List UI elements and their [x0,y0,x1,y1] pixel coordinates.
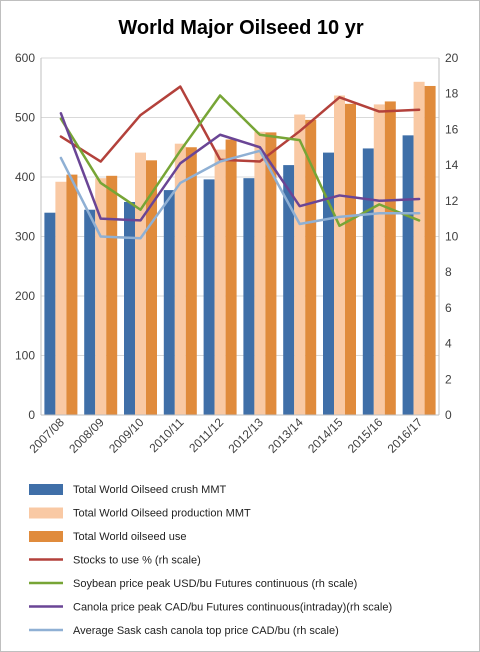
bar [225,139,237,415]
bar [95,178,107,415]
y2-tick-label: 10 [445,230,459,244]
y2-tick-label: 20 [445,51,459,65]
x-tick-label: 2010/11 [146,415,186,455]
series-line [59,85,421,163]
bar [402,135,414,415]
y-tick-label: 100 [15,349,35,363]
bar [185,147,197,415]
bars [44,81,436,416]
bar [243,178,255,415]
bar [362,148,374,415]
bar [334,95,345,416]
bar [135,152,146,416]
bar [384,101,396,415]
bar [44,212,56,415]
y-tick-label: 0 [28,408,35,422]
legend-label: Average Sask cash canola top price CAD/b… [73,625,339,637]
bar [305,119,317,415]
legend-label: Soybean price peak USD/bu Futures contin… [73,578,357,590]
bar [66,174,78,415]
series-line [59,112,421,222]
bar [146,160,157,415]
bar [106,175,118,415]
legend-swatch [29,507,63,519]
chart-title: World Major Oilseed 10 yr [118,17,363,39]
x-tick-label: 2014/15 [305,415,346,456]
x-tick-label: 2013/14 [265,415,306,456]
y2-tick-label: 8 [445,265,452,279]
y-tick-label: 200 [15,289,35,303]
bar [424,85,436,415]
legend-swatch [29,531,63,542]
y-tick-label: 300 [15,230,35,244]
bar [214,149,226,415]
bar [124,201,135,415]
x-tick-label: 2012/13 [225,415,266,456]
bar [283,165,295,415]
y-tick-label: 500 [15,111,35,125]
y2-tick-label: 14 [445,158,459,172]
x-tick-label: 2009/10 [106,415,147,456]
series-line [59,149,421,240]
y2-tick-label: 18 [445,87,459,101]
y2-tick-label: 6 [445,301,452,315]
bar [84,209,96,415]
bar [163,190,175,415]
x-tick-label: 2008/09 [66,415,107,456]
bar [373,104,385,415]
legend-label: Canola price peak CAD/bu Futures continu… [73,602,392,614]
bar [294,114,306,416]
bar [323,152,334,416]
y2-tick-label: 16 [445,122,459,136]
legend-label: Total World oilseed use [73,531,187,543]
lines [59,85,421,240]
y-tick-label: 600 [15,51,35,65]
bar [174,143,186,415]
bar [413,81,425,416]
y2-tick-label: 12 [445,194,459,208]
bar [254,131,266,415]
legend-label: Total World Oilseed crush MMT [73,484,227,496]
bar [345,103,356,415]
legend: Total World Oilseed crush MMT Total World… [29,484,392,637]
bar [55,181,67,415]
x-tick-label: 2016/17 [385,415,426,456]
y2-tick-label: 4 [445,337,452,351]
legend-swatch [29,484,63,495]
legend-label: Stocks to use % (rh scale) [73,555,201,567]
y2-tick-label: 2 [445,372,452,386]
legend-label: Total World Oilseed production MMT [73,508,251,520]
x-tick-label: 2011/12 [186,415,226,455]
bar [203,179,215,415]
y-tick-label: 400 [15,170,35,184]
y2-tick-label: 0 [445,408,452,422]
bar [265,132,277,415]
x-tick-label: 2015/16 [345,415,386,456]
